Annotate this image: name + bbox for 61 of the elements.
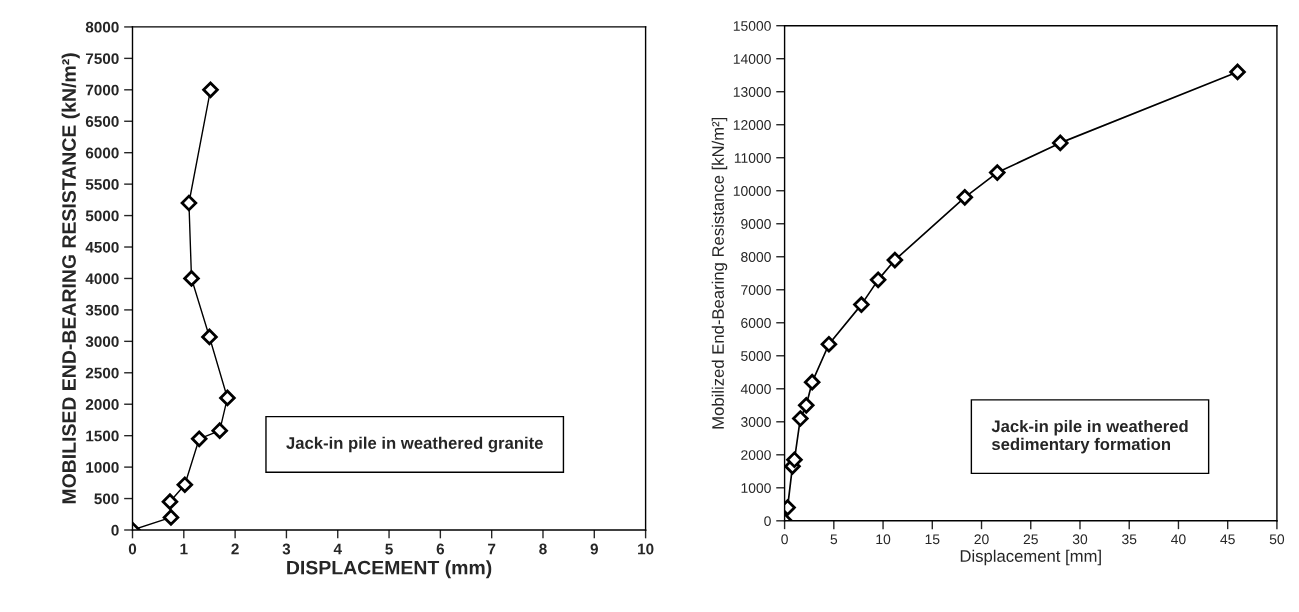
y-tick-label: 7000 <box>741 285 771 295</box>
x-tick-label: 20 <box>974 534 989 545</box>
x-tick-label: 25 <box>1023 534 1038 545</box>
y-tick-label: 12000 <box>733 120 771 130</box>
x-tick-label: 4 <box>333 543 342 555</box>
y-tick-label: 14000 <box>733 54 771 64</box>
x-tick-label: 0 <box>781 534 788 545</box>
x-tick-label: 8 <box>539 543 547 555</box>
y-tick-label: 500 <box>94 493 119 505</box>
y-tick-label: 7500 <box>85 53 119 65</box>
y-tick-label: 9000 <box>741 219 771 229</box>
y-tick-label: 1000 <box>86 461 119 473</box>
y-tick-label: 4000 <box>85 273 119 285</box>
annotation: Jack-in pile in weathered sedimentary formation <box>991 419 1188 454</box>
y-tick-label: 0 <box>111 524 119 536</box>
y-tick-label: 3000 <box>85 336 119 348</box>
x-tick-label: 2 <box>231 543 239 555</box>
x-tick-label: 3 <box>282 543 291 555</box>
y-tick-label: 6000 <box>741 318 771 328</box>
x-tick-label: 40 <box>1171 534 1186 545</box>
x-tick-label: 45 <box>1220 534 1235 545</box>
y-tick-label: 4500 <box>85 241 119 253</box>
annotation: Jack-in pile in weathered granite <box>286 436 543 453</box>
y-tick-label: 1500 <box>86 430 119 442</box>
x-tick-label: 50 <box>1269 534 1285 545</box>
y-tick-label: 10000 <box>733 186 771 196</box>
y-tick-label: 6000 <box>85 147 119 159</box>
y-tick-label: 2500 <box>85 367 119 379</box>
x-tick-label: 5 <box>830 534 838 545</box>
x-tick-label: 6 <box>436 543 445 555</box>
y-tick-label: 5000 <box>741 351 771 361</box>
x-axis-title: Displacement [mm] <box>960 549 1101 566</box>
y-axis-title: MOBILISED END-BEARING RESISTANCE (kN/m²) <box>61 53 80 504</box>
x-tick-label: 15 <box>925 534 940 545</box>
x-tick-label: 30 <box>1072 534 1088 545</box>
x-tick-label: 5 <box>385 543 393 555</box>
x-tick-label: 0 <box>128 543 137 555</box>
y-tick-label: 3500 <box>85 304 119 316</box>
y-tick-label: 5000 <box>85 210 119 222</box>
y-tick-label: 8000 <box>741 252 771 262</box>
y-tick-label: 13000 <box>733 87 771 97</box>
y-tick-label: 11000 <box>734 153 771 163</box>
x-tick-label: 9 <box>590 543 598 555</box>
y-tick-label: 7000 <box>85 84 119 96</box>
y-tick-label: 8000 <box>85 21 119 33</box>
y-tick-label: 0 <box>764 516 771 526</box>
y-tick-label: 2000 <box>741 450 771 460</box>
y-tick-label: 2000 <box>85 399 119 410</box>
y-tick-label: 1000 <box>741 483 771 493</box>
x-tick-label: 10 <box>876 534 891 545</box>
y-axis-title: Mobilized End-Bearing Resistance [kN/m²] <box>711 117 728 429</box>
x-tick-label: 1 <box>180 543 188 555</box>
x-tick-label: 7 <box>488 543 496 555</box>
y-tick-label: 5500 <box>85 179 119 190</box>
y-tick-label: 6500 <box>85 116 119 127</box>
x-axis-title: DISPLACEMENT (mm) <box>287 560 492 579</box>
x-tick-label: 10 <box>638 543 654 555</box>
x-tick-label: 35 <box>1122 534 1137 545</box>
y-tick-label: 15000 <box>733 21 771 31</box>
y-tick-label: 4000 <box>740 384 771 394</box>
y-tick-label: 3000 <box>741 417 771 427</box>
